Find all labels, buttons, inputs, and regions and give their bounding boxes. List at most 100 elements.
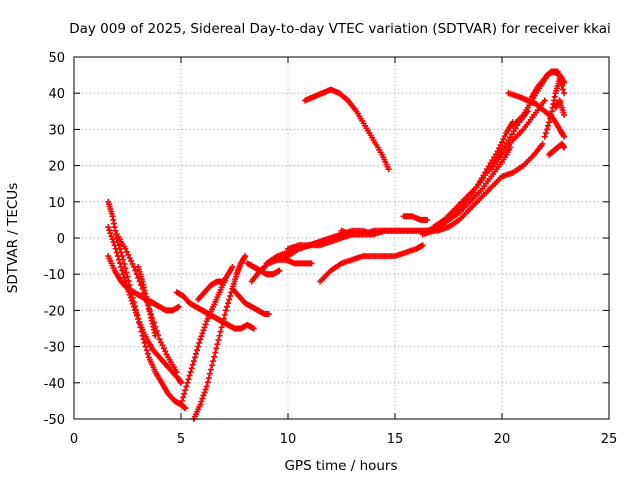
data-point: [385, 166, 392, 173]
data-point: [222, 307, 229, 314]
data-point: [178, 401, 184, 408]
data-point: [152, 332, 159, 339]
data-point: [106, 227, 113, 234]
data-point: [124, 273, 131, 280]
data-point: [424, 216, 431, 223]
data-point: [501, 133, 508, 140]
data-point: [179, 397, 186, 404]
data-point: [225, 300, 232, 307]
data-point: [182, 405, 189, 412]
x-tick-label: 15: [387, 432, 404, 447]
data-point: [125, 251, 132, 258]
data-series: [528, 68, 568, 100]
y-tick-label: -20: [44, 304, 65, 319]
data-point: [209, 362, 216, 369]
data-series: [190, 253, 249, 422]
y-tick-label: 0: [57, 232, 65, 247]
y-tick-label: 30: [48, 123, 65, 138]
data-point: [132, 267, 139, 274]
data-point: [118, 263, 125, 270]
data-point: [121, 274, 128, 281]
data-point: [123, 248, 130, 255]
data-point: [507, 134, 514, 141]
data-point: [128, 297, 135, 304]
axis-ticks: 0 5 10 15 20 25 -50 -40 -30 -20 -10 0 10 20 30 40 50: [44, 51, 618, 447]
data-point: [541, 97, 548, 104]
data-point: [195, 343, 202, 350]
data-point: [120, 271, 127, 278]
data-point: [107, 230, 114, 237]
data-point: [163, 351, 170, 358]
data-point: [202, 321, 209, 328]
data-point: [559, 86, 566, 93]
y-tick-label: -30: [44, 341, 65, 356]
data-point: [183, 383, 190, 390]
data-point: [119, 267, 126, 274]
data-point: [186, 372, 193, 379]
data-point: [198, 333, 205, 340]
data-series: [546, 140, 568, 158]
data-series: [105, 224, 184, 386]
data-point: [221, 311, 228, 318]
data-point: [136, 318, 143, 325]
y-tick-label: 10: [48, 196, 65, 211]
x-tick-label: 20: [494, 432, 511, 447]
data-point: [539, 140, 546, 147]
data-series: [317, 242, 426, 285]
data-series: [178, 263, 236, 408]
data-point: [497, 142, 504, 149]
data-series: [173, 289, 257, 332]
data-point: [265, 311, 272, 318]
chart-title: Day 009 of 2025, Sidereal Day-to-day VTE…: [69, 21, 611, 37]
data-point: [131, 306, 138, 313]
data-point: [541, 133, 548, 140]
data-point: [210, 358, 217, 365]
data-point: [111, 242, 118, 249]
data-point: [494, 148, 501, 155]
data-point: [561, 90, 568, 97]
data-point: [215, 336, 222, 343]
data-point: [180, 394, 187, 401]
data-point: [554, 68, 561, 75]
data-point: [499, 139, 505, 146]
data-point: [496, 145, 503, 152]
data-series: [195, 278, 227, 303]
data-point: [142, 343, 149, 350]
data-point: [134, 312, 141, 319]
data-series: [338, 227, 441, 238]
data-point: [175, 303, 182, 310]
data-series: [302, 86, 392, 173]
data-point: [561, 144, 568, 151]
data-point: [500, 136, 507, 143]
data-point: [197, 336, 204, 343]
data-point: [114, 253, 121, 260]
data-point: [113, 249, 120, 256]
data-point: [543, 126, 550, 133]
data-point: [194, 347, 201, 354]
data-point: [201, 389, 208, 396]
data-point: [122, 265, 129, 272]
data-point: [159, 342, 166, 349]
data-point: [173, 368, 180, 375]
plot-frame: [73, 56, 610, 420]
data-point: [561, 79, 568, 86]
data-point: [192, 350, 199, 357]
x-tick-label: 5: [177, 432, 185, 447]
data-point: [213, 345, 220, 352]
data-point: [110, 239, 117, 246]
x-tick-label: 25: [601, 432, 618, 447]
data-point: [220, 278, 227, 285]
data-point: [203, 383, 210, 390]
data-point: [143, 347, 150, 354]
y-tick-label: -10: [44, 268, 65, 283]
data-points: [105, 68, 568, 422]
data-point: [199, 330, 206, 337]
data-point: [187, 368, 194, 375]
y-tick-label: -40: [44, 377, 65, 392]
data-point: [197, 401, 204, 408]
data-point: [109, 236, 116, 243]
data-point: [200, 327, 207, 334]
data-point: [214, 341, 221, 348]
data-point: [205, 374, 212, 381]
